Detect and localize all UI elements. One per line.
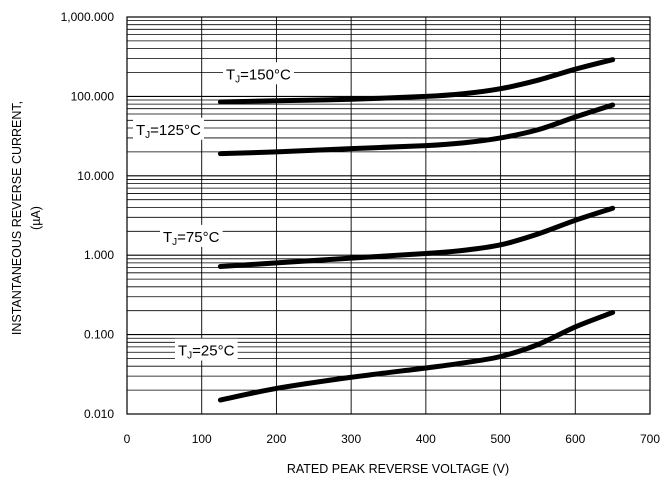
series-line-1 <box>217 102 616 157</box>
x-tick-label: 500 <box>491 432 511 446</box>
series-labels: TJ=150°C TJ=125°C TJ=75°C TJ=25°C <box>133 62 294 362</box>
x-tick-label: 700 <box>640 432 660 446</box>
series-line-2 <box>217 205 616 270</box>
x-tick-label: 600 <box>565 432 585 446</box>
y-tick-label: 0.010 <box>84 407 114 421</box>
x-tick-label: 200 <box>266 432 286 446</box>
y-tick-label: 0.100 <box>84 328 114 342</box>
y-tick-label: 1,000.000 <box>61 10 115 24</box>
y-tick-label: 1.000 <box>84 248 114 262</box>
y-tick-label: 100.000 <box>71 89 115 103</box>
series-label: TJ=75°C <box>163 229 220 248</box>
x-tick-label: 400 <box>416 432 436 446</box>
series-label-box <box>160 224 223 247</box>
y-tick-labels: 1,000.000 100.000 10.000 1.000 0.100 0.010 <box>61 10 115 421</box>
x-tick-label: 0 <box>124 432 131 446</box>
series-label: TJ=25°C <box>178 343 235 362</box>
y-axis-title-line2: (µA) <box>29 206 43 230</box>
x-tick-label: 300 <box>341 432 361 446</box>
series-label-box <box>133 117 204 140</box>
y-tick-label: 10.000 <box>77 169 114 183</box>
series-label: TJ=125°C <box>136 122 201 141</box>
x-tick-label: 100 <box>192 432 212 446</box>
series-lines <box>217 57 616 403</box>
series-label: TJ=150°C <box>226 66 291 85</box>
series-line-3 <box>217 309 616 403</box>
series-label-box <box>223 62 294 85</box>
series-line-0 <box>217 57 616 105</box>
series-label-box <box>175 338 238 361</box>
x-axis-title: RATED PEAK REVERSE VOLTAGE (V) <box>287 462 509 476</box>
y-axis-title-line1: INSTANTANEOUS REVERSE CURRENT, <box>10 101 24 335</box>
x-tick-labels: 0 100 200 300 400 500 600 700 <box>124 432 661 446</box>
plot-frame <box>126 16 651 415</box>
